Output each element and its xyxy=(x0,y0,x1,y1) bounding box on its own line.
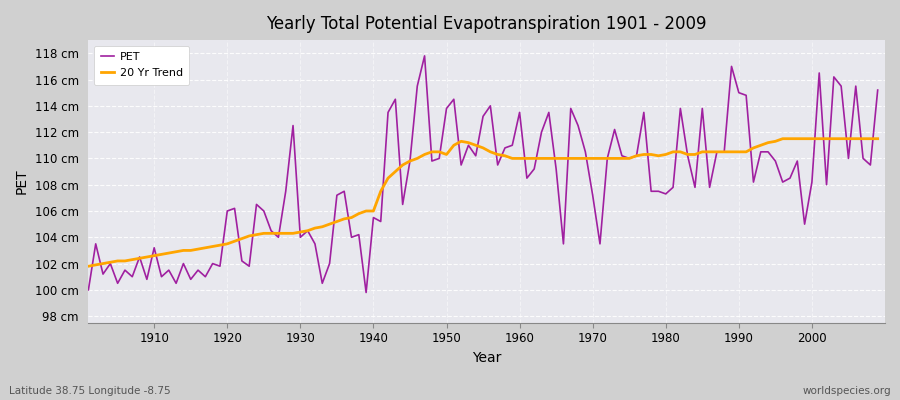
20 Yr Trend xyxy=(778,136,788,141)
Title: Yearly Total Potential Evapotranspiration 1901 - 2009: Yearly Total Potential Evapotranspiratio… xyxy=(266,15,707,33)
Legend: PET, 20 Yr Trend: PET, 20 Yr Trend xyxy=(94,46,189,85)
PET xyxy=(419,54,430,58)
Line: 20 Yr Trend: 20 Yr Trend xyxy=(88,139,878,266)
PET xyxy=(521,176,532,180)
PET xyxy=(302,228,313,233)
PET xyxy=(346,235,357,240)
20 Yr Trend xyxy=(507,156,517,161)
PET xyxy=(83,288,94,292)
20 Yr Trend xyxy=(346,215,357,220)
20 Yr Trend xyxy=(602,156,613,161)
Text: Latitude 38.75 Longitude -8.75: Latitude 38.75 Longitude -8.75 xyxy=(9,386,171,396)
20 Yr Trend xyxy=(514,156,525,161)
PET xyxy=(872,88,883,92)
PET xyxy=(616,153,627,158)
Line: PET: PET xyxy=(88,56,878,292)
20 Yr Trend xyxy=(141,254,152,259)
PET xyxy=(141,277,152,282)
Text: worldspecies.org: worldspecies.org xyxy=(803,386,891,396)
PET xyxy=(529,166,540,171)
X-axis label: Year: Year xyxy=(472,351,501,365)
20 Yr Trend xyxy=(83,264,94,269)
PET xyxy=(361,290,372,295)
20 Yr Trend xyxy=(872,136,883,141)
20 Yr Trend xyxy=(302,228,313,233)
Y-axis label: PET: PET xyxy=(15,169,29,194)
